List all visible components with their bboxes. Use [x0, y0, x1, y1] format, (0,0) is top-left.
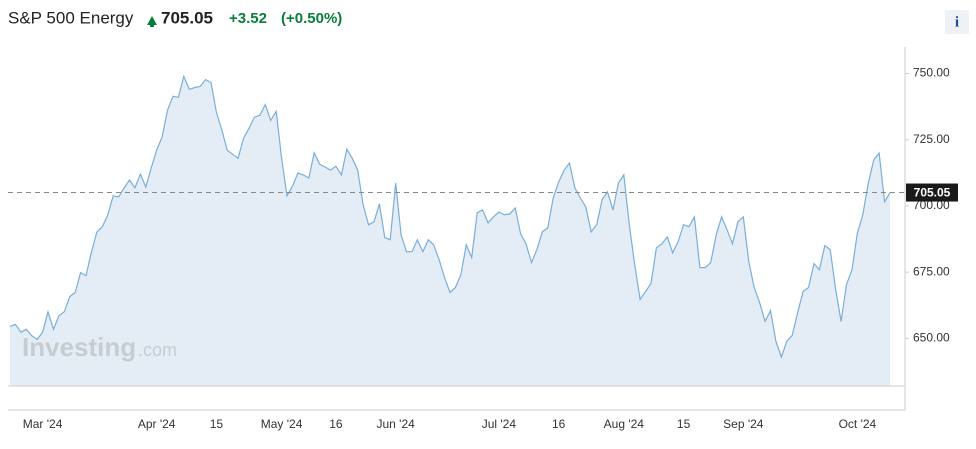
x-tick-label: 16: [552, 417, 566, 431]
x-tick-label: Jul '24: [482, 417, 517, 431]
x-tick-label: Aug '24: [604, 417, 645, 431]
y-tick-label: 700.00: [913, 198, 950, 212]
x-tick-label: Apr '24: [138, 417, 176, 431]
x-tick-label: Jun '24: [377, 417, 416, 431]
x-tick-label: Sep '24: [723, 417, 764, 431]
x-tick-label: 15: [210, 417, 224, 431]
area-fill: [10, 76, 890, 387]
y-tick-label: 675.00: [913, 264, 950, 278]
y-tick-label: 750.00: [913, 66, 950, 80]
x-tick-label: Oct '24: [839, 417, 877, 431]
y-tick-label: 650.00: [913, 331, 950, 345]
y-tick-label: 725.00: [913, 132, 950, 146]
last-price: 705.05: [161, 8, 213, 27]
x-tick-label: 15: [677, 417, 691, 431]
x-tick-label: May '24: [261, 417, 303, 431]
info-icon[interactable]: i: [955, 14, 959, 30]
x-tick-label: 16: [329, 417, 343, 431]
change-pct: (+0.50%): [281, 10, 342, 27]
chart-title: S&P 500 Energy: [8, 8, 134, 27]
watermark: Investing: [22, 332, 136, 362]
last-price-label: 705.05: [914, 186, 951, 200]
change: +3.52: [229, 10, 267, 27]
price-line: [9, 74, 891, 359]
last-price-badge: [906, 183, 958, 202]
x-tick-label: Mar '24: [23, 417, 63, 431]
info-button[interactable]: [945, 10, 969, 34]
watermark-suffix: .com: [138, 340, 177, 360]
up-arrow: [147, 16, 157, 27]
